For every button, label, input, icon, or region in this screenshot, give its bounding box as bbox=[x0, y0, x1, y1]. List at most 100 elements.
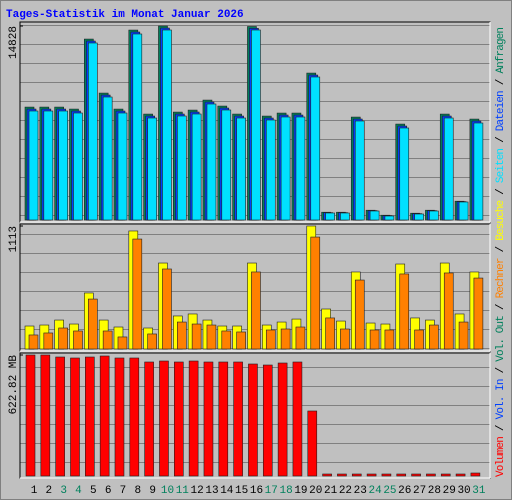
x-tick-label: 26 bbox=[398, 485, 411, 497]
bar bbox=[85, 356, 95, 477]
bar bbox=[43, 110, 54, 221]
legend-entry: Rechner bbox=[495, 258, 507, 299]
bar bbox=[174, 361, 184, 477]
bar bbox=[325, 212, 335, 221]
bar bbox=[177, 115, 187, 221]
bar bbox=[366, 473, 377, 477]
bar bbox=[295, 326, 306, 350]
bar bbox=[102, 96, 113, 221]
x-tick-label: 21 bbox=[324, 485, 338, 497]
x-tick-label: 7 bbox=[120, 485, 127, 497]
bar bbox=[265, 329, 276, 350]
bar bbox=[429, 324, 439, 350]
bar bbox=[426, 473, 436, 477]
bar bbox=[233, 361, 243, 477]
x-tick-label: 10 bbox=[161, 485, 174, 497]
x-tick-label: 29 bbox=[443, 485, 456, 497]
x-tick-label: 15 bbox=[235, 485, 248, 497]
bar bbox=[147, 117, 157, 221]
bar bbox=[132, 238, 143, 350]
bar bbox=[70, 357, 80, 477]
legend-separator: / bbox=[495, 303, 507, 310]
bar bbox=[337, 473, 347, 477]
bar bbox=[88, 42, 98, 221]
x-tick-label: 14 bbox=[220, 485, 234, 497]
bar bbox=[236, 331, 246, 350]
legend-separator: / bbox=[495, 424, 507, 431]
bar bbox=[206, 103, 217, 221]
x-tick-label: 13 bbox=[205, 485, 218, 497]
bar bbox=[58, 110, 68, 221]
bar bbox=[102, 330, 113, 350]
legend: Volumen / Vol. In / Vol. Out / Rechner / Besuche… bbox=[495, 27, 507, 477]
bar bbox=[262, 364, 273, 477]
bar bbox=[310, 236, 321, 350]
bar bbox=[73, 330, 83, 350]
bar bbox=[221, 330, 232, 350]
bar bbox=[473, 122, 484, 221]
bar bbox=[458, 201, 469, 221]
legend-separator: / bbox=[495, 79, 507, 86]
bar bbox=[265, 119, 276, 221]
x-tick-label: 20 bbox=[309, 485, 322, 497]
bar bbox=[28, 110, 39, 221]
legend-separator: / bbox=[495, 367, 507, 374]
legend-entry: Vol. In bbox=[495, 379, 507, 420]
bar bbox=[443, 272, 454, 350]
x-tick-label: 18 bbox=[280, 485, 293, 497]
bar bbox=[340, 212, 350, 221]
bar bbox=[58, 327, 68, 350]
bar bbox=[280, 328, 291, 350]
bar bbox=[114, 357, 125, 477]
x-tick-label: 5 bbox=[90, 485, 97, 497]
chart-title: Tages-Statistik im Monat Januar 2026 bbox=[6, 9, 244, 21]
legend-entry: Anfragen bbox=[495, 27, 507, 74]
legend-separator: / bbox=[495, 136, 507, 143]
x-tick-label: 30 bbox=[457, 485, 470, 497]
x-tick-label: 11 bbox=[176, 485, 190, 497]
bar bbox=[236, 117, 246, 221]
bar bbox=[162, 268, 172, 350]
x-tick-label: 31 bbox=[472, 485, 486, 497]
bar bbox=[177, 321, 187, 350]
bar bbox=[473, 277, 484, 350]
bar bbox=[248, 363, 258, 477]
x-tick-label: 19 bbox=[294, 485, 307, 497]
bar bbox=[307, 410, 318, 477]
x-tick-label: 8 bbox=[135, 485, 142, 497]
bar bbox=[443, 117, 454, 221]
bar bbox=[369, 329, 380, 350]
bar bbox=[206, 324, 217, 350]
bar bbox=[129, 357, 140, 477]
bar bbox=[414, 329, 424, 350]
bar bbox=[381, 473, 392, 477]
bar bbox=[25, 354, 36, 477]
bar bbox=[117, 112, 128, 221]
x-tick-label: 9 bbox=[149, 485, 156, 497]
bar bbox=[99, 355, 110, 477]
bar bbox=[251, 29, 261, 221]
x-tick-label: 16 bbox=[250, 485, 263, 497]
bar bbox=[455, 473, 466, 477]
bar bbox=[414, 213, 424, 221]
bar bbox=[369, 210, 380, 221]
x-tick-label: 23 bbox=[354, 485, 367, 497]
bar bbox=[218, 361, 229, 477]
legend-separator: / bbox=[495, 188, 507, 195]
x-tick-label: 1 bbox=[31, 485, 38, 497]
bar bbox=[251, 271, 261, 350]
bar bbox=[191, 323, 202, 350]
bar bbox=[144, 361, 154, 477]
bar bbox=[322, 473, 332, 477]
bar bbox=[396, 473, 407, 477]
legend-entry: Dateien bbox=[495, 90, 507, 131]
bar bbox=[40, 354, 51, 477]
x-tick-label: 12 bbox=[191, 485, 204, 497]
y-tick-label: 1113 bbox=[8, 226, 20, 252]
bar bbox=[384, 329, 395, 350]
bar bbox=[295, 116, 306, 221]
bar bbox=[354, 279, 365, 350]
x-tick-label: 28 bbox=[428, 485, 441, 497]
legend-entry: Seiten bbox=[495, 148, 507, 183]
